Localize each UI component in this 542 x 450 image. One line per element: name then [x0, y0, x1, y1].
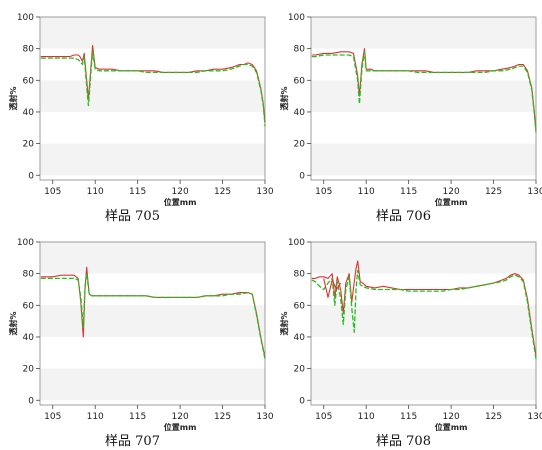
chart-3-ytick-label: 0: [299, 396, 305, 406]
chart-3-xtick-label: 110: [358, 412, 375, 422]
chart-2-caption: 样品 707: [105, 434, 160, 449]
chart-3-series-line-0: [311, 260, 537, 356]
chart-1-y-axis-label: 透射%: [279, 86, 289, 110]
chart-1-ytick-label: 100: [288, 13, 305, 23]
chart-0-xtick-label: 120: [172, 187, 189, 197]
chart-1-x-axis-label: 位置mm: [435, 197, 468, 207]
chart-0-xtick-label: 110: [87, 187, 104, 197]
chart-1-xtick-label: 125: [485, 187, 502, 197]
chart-0-series-line-0: [40, 44, 266, 124]
chart-0-y-axis-label: 透射%: [8, 86, 18, 110]
chart-2-ytick-label: 80: [23, 270, 35, 280]
chart-2-xtick-label: 130: [256, 412, 273, 422]
chart-2-y-axis-label: 透射%: [8, 311, 18, 335]
chart-2-series-line-1: [40, 273, 266, 360]
chart-0-grid-band: [40, 17, 265, 49]
chart-3-grid-band: [311, 368, 536, 401]
chart-2-xtick-label: 115: [129, 412, 146, 422]
chart-3-series-line-1: [311, 269, 537, 360]
chart-0-xtick-label: 105: [44, 187, 61, 197]
chart-0-ytick-label: 40: [23, 108, 35, 118]
chart-1-xtick-label: 130: [527, 187, 542, 197]
chart-1-ytick-label: 0: [299, 171, 305, 181]
chart-3-ytick-label: 60: [294, 301, 306, 311]
chart-1-xtick-label: 105: [315, 187, 332, 197]
chart-3-grid-band: [311, 242, 536, 274]
chart-1-xtick-label: 110: [358, 187, 375, 197]
chart-2-plot-frame: [39, 241, 266, 406]
chart-3-grid-band: [311, 305, 536, 337]
chart-0-ytick-label: 80: [23, 45, 35, 55]
chart-3-y-axis-label: 透射%: [279, 311, 289, 335]
chart-1-series-line-1: [311, 51, 537, 133]
chart-3-xtick-label: 105: [315, 412, 332, 422]
chart-1-xtick-label: 120: [443, 187, 460, 197]
chart-2-xtick-label: 105: [44, 412, 61, 422]
chart-0-x-axis-label: 位置mm: [164, 197, 197, 207]
chart-2-ytick-label: 20: [23, 365, 35, 375]
chart-1-grid-band: [311, 80, 536, 112]
chart-0-series-line-1: [40, 51, 266, 127]
chart-3-xtick-label: 125: [485, 412, 502, 422]
chart-1-caption: 样品 706: [376, 209, 431, 224]
chart-3-x-axis-label: 位置mm: [435, 422, 468, 432]
chart-panel-707: 0 20 40 60 80 100 105 110 115 120 125 130 位置mm 透射% 样品 …: [8, 238, 274, 449]
chart-3-ytick-label: 80: [294, 270, 306, 280]
chart-panel-706: 0 20 40 60 80 100 105 110 115 120 125 130 位置mm 透射% 样品 …: [279, 13, 542, 224]
chart-3-xtick-label: 120: [443, 412, 460, 422]
chart-2-xtick-label: 120: [172, 412, 189, 422]
chart-0-caption: 样品 705: [105, 209, 160, 224]
chart-0-xtick-label: 125: [214, 187, 231, 197]
chart-1-ytick-label: 80: [294, 45, 306, 55]
chart-1-series-line-0: [311, 48, 537, 131]
chart-1-grid-band: [311, 143, 536, 176]
chart-0-xtick-label: 115: [129, 187, 146, 197]
chart-3-ytick-label: 100: [288, 238, 305, 248]
chart-2-ytick-label: 60: [23, 301, 35, 311]
chart-0-grid-band: [40, 80, 265, 112]
chart-0-ytick-label: 100: [17, 13, 34, 23]
chart-1-ytick-label: 20: [294, 140, 306, 150]
chart-3-xtick-label: 130: [527, 412, 542, 422]
chart-2-ytick-label: 40: [23, 333, 35, 343]
chart-2-grid-band: [40, 305, 265, 337]
chart-0-ytick-label: 0: [28, 171, 34, 181]
chart-3-ytick-label: 20: [294, 365, 306, 375]
chart-panel-705: 0 20 40 60 80 100 105 110 115 120 125 130 位置mm 透射% 样品 …: [8, 13, 274, 224]
chart-0-grid-band: [40, 143, 265, 176]
chart-0-xtick-label: 130: [256, 187, 273, 197]
chart-1-grid-band: [311, 17, 536, 49]
chart-2-ytick-label: 0: [28, 396, 34, 406]
chart-2-xtick-label: 125: [214, 412, 231, 422]
chart-0-ytick-label: 20: [23, 140, 35, 150]
chart-2-x-axis-label: 位置mm: [164, 422, 197, 432]
chart-1-plot-frame: [310, 16, 537, 181]
chart-2-grid-band: [40, 368, 265, 401]
chart-1-ytick-label: 40: [294, 108, 306, 118]
chart-0-plot-frame: [39, 16, 266, 181]
chart-panel-708: 0 20 40 60 80 100 105 110 115 120 125 130 位置mm 透射% 样品 …: [279, 238, 542, 449]
chart-3-ytick-label: 40: [294, 333, 306, 343]
chart-3-plot-frame: [310, 241, 537, 406]
chart-2-xtick-label: 110: [87, 412, 104, 422]
chart-3-xtick-label: 115: [400, 412, 417, 422]
chart-2-ytick-label: 100: [17, 238, 34, 248]
chart-3-series-line-2: [323, 278, 342, 298]
chart-2-grid-band: [40, 242, 265, 274]
chart-3-caption: 样品 708: [376, 434, 431, 449]
chart-1-ytick-label: 60: [294, 76, 306, 86]
chart-0-ytick-label: 60: [23, 76, 35, 86]
chart-1-xtick-label: 115: [400, 187, 417, 197]
